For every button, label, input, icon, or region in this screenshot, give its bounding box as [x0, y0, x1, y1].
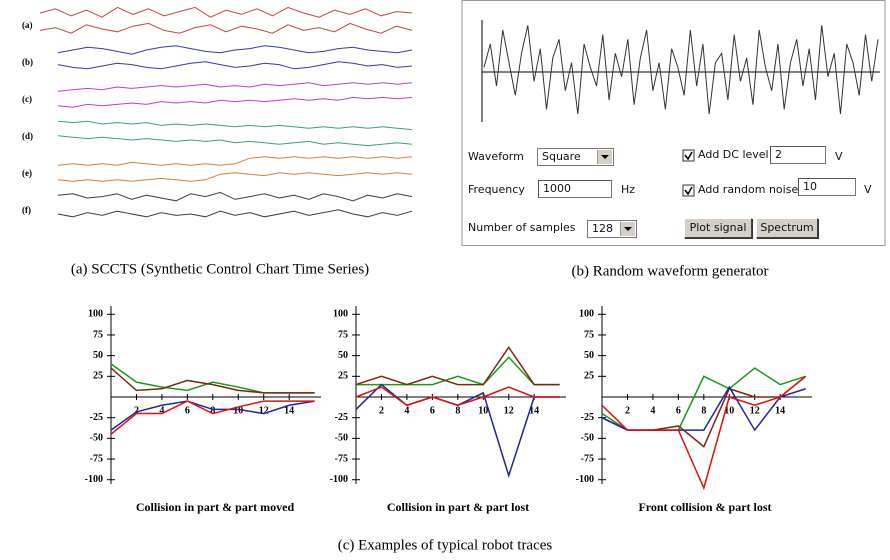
y-tick-label: 100 — [579, 309, 594, 320]
unit-label: V — [864, 181, 872, 199]
x-tick-label: 12 — [750, 405, 760, 416]
series-line — [58, 62, 412, 69]
figure: (c) Examples of typical robot traces (a)… — [0, 0, 890, 560]
y-tick-label: -50 — [581, 433, 594, 444]
row-label: (b) — [22, 57, 33, 67]
y-tick-label: 25 — [93, 371, 103, 382]
field-label: Number of samples — [468, 219, 576, 237]
y-tick-label: -100 — [576, 474, 594, 485]
y-tick-label: 50 — [338, 350, 348, 361]
x-tick-label: 12 — [259, 405, 269, 416]
x-tick-label: 6 — [676, 405, 681, 416]
dc-input[interactable]: 2 — [770, 146, 826, 164]
y-tick-label: 75 — [584, 329, 594, 340]
select-arrow — [597, 150, 612, 164]
x-tick-label: 4 — [159, 405, 164, 416]
y-tick-label: -50 — [90, 433, 103, 444]
series-line — [602, 376, 806, 488]
x-tick-label: 8 — [210, 405, 215, 416]
y-tick-label: 75 — [93, 329, 103, 340]
row-label: (f) — [22, 205, 31, 215]
chart-title: Collision in part & part moved — [136, 500, 295, 514]
y-tick-label: -100 — [330, 474, 348, 485]
x-tick-label: 14 — [775, 405, 785, 416]
x-tick-label: 4 — [404, 405, 409, 416]
chart-title: Front collision & part lost — [638, 500, 771, 514]
y-tick-label: -50 — [335, 433, 348, 444]
y-tick-label: -25 — [90, 412, 103, 423]
y-tick-label: -25 — [335, 412, 348, 423]
plot-button[interactable]: Plot signal — [684, 218, 752, 238]
y-tick-label: -75 — [335, 453, 348, 464]
row-label: (a) — [22, 20, 33, 30]
y-tick-label: -25 — [581, 412, 594, 423]
series-line — [356, 357, 560, 384]
series-line — [58, 192, 412, 200]
frequency-input[interactable]: 1000 — [538, 180, 612, 198]
chart-canvas: (c) Examples of typical robot traces (a)… — [0, 0, 890, 560]
y-tick-label: 50 — [93, 350, 103, 361]
x-tick-label: 2 — [379, 405, 384, 416]
series-line — [58, 97, 412, 107]
x-tick-label: 6 — [430, 405, 435, 416]
x-tick-label: 2 — [625, 405, 630, 416]
series-line — [58, 121, 412, 129]
x-tick-label: 8 — [701, 405, 706, 416]
figure-caption: (c) Examples of typical robot traces — [338, 537, 553, 553]
series-line — [58, 210, 412, 217]
y-tick-label: -100 — [85, 474, 103, 485]
x-tick-label: 12 — [504, 405, 514, 416]
row-label: (e) — [22, 168, 32, 178]
y-tick-label: -75 — [581, 453, 594, 464]
y-tick-label: 100 — [333, 309, 348, 320]
x-tick-label: 4 — [650, 405, 655, 416]
y-tick-label: 75 — [338, 329, 348, 340]
series-line — [40, 7, 412, 17]
noise-input[interactable]: 10 — [798, 178, 856, 196]
checkbox-label: Add random noise — [698, 181, 798, 199]
y-tick-label: 25 — [338, 371, 348, 382]
series-line — [58, 173, 412, 181]
samples-select[interactable]: 128 — [587, 220, 637, 238]
select-value: Square — [542, 150, 581, 163]
panel-caption: (a) SCCTS (Synthetic Control Chart Time … — [71, 261, 369, 277]
chart-title: Collision in part & part lost — [387, 500, 529, 514]
series-line — [58, 83, 412, 91]
unit-label: Hz — [621, 181, 635, 199]
x-tick-label: 10 — [478, 405, 488, 416]
row-label: (c) — [22, 94, 32, 104]
series-line — [58, 136, 412, 146]
spectrum-button[interactable]: Spectrum — [756, 218, 818, 238]
x-tick-label: 8 — [455, 405, 460, 416]
unit-label: V — [835, 148, 843, 166]
x-tick-label: 6 — [185, 405, 190, 416]
series-line — [58, 46, 412, 54]
y-tick-label: -75 — [90, 453, 103, 464]
row-label: (d) — [22, 131, 33, 141]
series-line — [111, 364, 315, 393]
series-line — [111, 368, 315, 393]
select-value: 128 — [592, 222, 613, 235]
field-label: Waveform — [468, 148, 524, 166]
y-tick-label: 25 — [584, 371, 594, 382]
select-arrow — [620, 222, 635, 236]
y-tick-label: 50 — [584, 350, 594, 361]
waveform-select[interactable]: Square — [537, 148, 614, 166]
checkbox-label: Add DC level — [698, 146, 769, 164]
panel-caption: (b) Random waveform generator — [571, 263, 768, 279]
y-tick-label: 100 — [88, 309, 103, 320]
field-label: Frequency — [468, 181, 525, 199]
series-line — [40, 23, 412, 33]
series-line — [58, 157, 412, 165]
